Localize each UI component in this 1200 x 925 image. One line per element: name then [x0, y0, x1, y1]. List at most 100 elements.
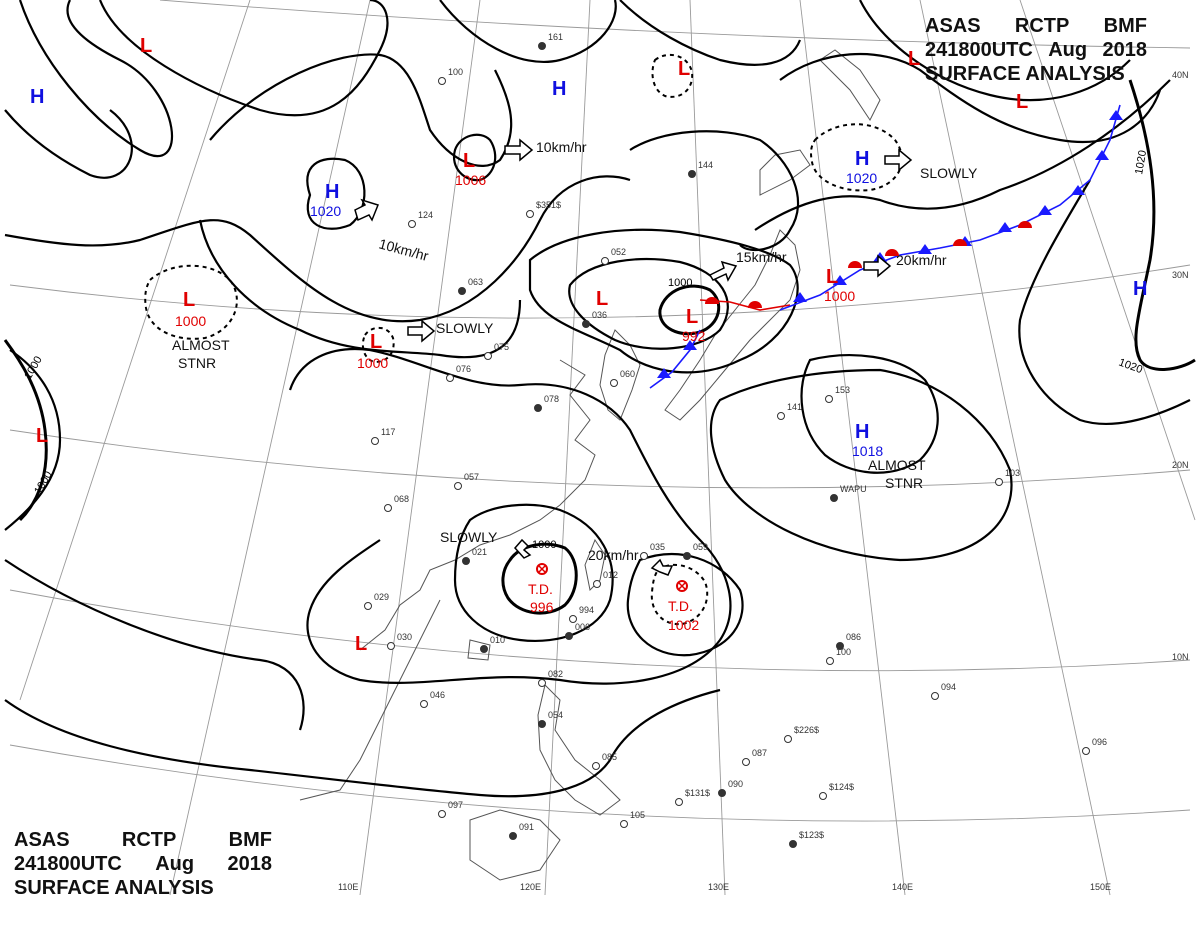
- movement-label: SLOWLY: [920, 165, 978, 181]
- header-agency-row: ASAS RCTP BMF: [14, 828, 272, 852]
- movement-arrow: [513, 538, 532, 559]
- isobar-9: [452, 133, 497, 182]
- low-center: L: [1016, 91, 1028, 113]
- high-center: H: [855, 148, 869, 170]
- lon-label: 140E: [892, 882, 913, 892]
- station-value: 030: [397, 632, 412, 642]
- station-circle: [569, 615, 577, 623]
- latitude-line-30n: [9, 264, 1191, 319]
- low-center: L: [183, 289, 195, 311]
- station-circle: [526, 210, 534, 218]
- isobar-label: 1000: [668, 277, 692, 289]
- station-circle: [601, 257, 609, 265]
- header-time-row: 241800UTC Aug 2018: [14, 852, 272, 876]
- high-center: H: [1133, 278, 1147, 300]
- station-circle: [610, 379, 618, 387]
- longitude-line-160e: [1019, 0, 1196, 521]
- warm-front-semicircle: [953, 239, 967, 246]
- isobar-7: [439, 0, 617, 63]
- station-value: 100: [836, 647, 851, 657]
- station-value: $131$: [685, 788, 710, 798]
- isobar-labels: 1000 1000 1020 1020 1000 1000: [22, 149, 1149, 551]
- station-value: 103: [1005, 468, 1020, 478]
- coast-indochina: [299, 599, 441, 801]
- warm-front-semicircle: [1018, 221, 1032, 228]
- agency-code: ASAS: [14, 829, 70, 851]
- station-circle: [446, 374, 454, 382]
- stationary-notes: ALMOST STNR ALMOST STNR: [172, 337, 926, 491]
- latitude-line-10n: [9, 589, 1191, 672]
- movement-arrow: [407, 319, 436, 343]
- station-circle: [592, 762, 600, 770]
- isobar-15: [629, 130, 800, 252]
- movement-label: 20km/hr: [896, 252, 947, 268]
- station-value: 144: [698, 160, 713, 170]
- stationary-note-line1: ALMOST: [172, 337, 230, 353]
- lon-label: 130E: [708, 882, 729, 892]
- station-value: 141: [787, 402, 802, 412]
- low-center-value: 992: [682, 328, 706, 344]
- station-circle: [819, 792, 827, 800]
- station-value: 068: [394, 494, 409, 504]
- station-value: 117: [381, 427, 395, 437]
- station-circle: [371, 437, 379, 445]
- station-circle: [454, 482, 462, 490]
- isobar-27: [626, 553, 744, 657]
- agency-code: ASAS: [925, 15, 981, 37]
- product-title: SURFACE ANALYSIS: [14, 877, 214, 899]
- product-title: SURFACE ANALYSIS: [925, 63, 1125, 85]
- station-plots: 161 100 124 063 075 076 078 057 068 021 029 030 010 0…: [364, 32, 1107, 848]
- latitude-line-0: [9, 744, 1191, 822]
- td-label: T.D.: [528, 581, 553, 597]
- coast-china: [359, 359, 596, 651]
- td-marker: [676, 580, 688, 592]
- isobar-22: [709, 368, 1013, 562]
- station-circle: [789, 840, 797, 848]
- isobar-14: [619, 0, 802, 66]
- station-value: 100: [448, 67, 463, 77]
- lat-label: 40N: [1172, 70, 1189, 80]
- isobar-26: [4, 559, 305, 731]
- station-value: 091: [519, 822, 534, 832]
- isobar-17: [779, 52, 1162, 143]
- low-center: L: [355, 633, 367, 655]
- station-value: 046: [430, 690, 445, 700]
- station-value: 096: [1092, 737, 1107, 747]
- station-value: 082: [548, 669, 563, 679]
- station-circle: [688, 170, 696, 178]
- header-top-right: ASAS RCTP BMF 241800UTC Aug 2018 SURFACE…: [925, 14, 1147, 86]
- coast-borneo: [469, 809, 561, 881]
- lat-label: 20N: [1172, 460, 1189, 470]
- warm-front-semicircle: [848, 261, 862, 268]
- station-circle: [582, 320, 590, 328]
- analysis-year: 2018: [1102, 39, 1147, 61]
- station-circle: [683, 552, 691, 560]
- movement-label: 15km/hr: [736, 249, 787, 265]
- station-value: 075: [494, 342, 509, 352]
- isobar-24: [288, 348, 732, 685]
- movement-arrow: [884, 148, 913, 172]
- station-value: 105: [630, 810, 645, 820]
- longitude-line-100e: [169, 0, 371, 896]
- station-circle: [534, 404, 542, 412]
- station-value: 085: [602, 752, 617, 762]
- coast-philippines: [537, 684, 621, 816]
- station-circle: [480, 645, 488, 653]
- station-value: 161: [548, 32, 563, 42]
- product-code: BMF: [228, 829, 272, 851]
- isobar-16: [754, 79, 1171, 231]
- station-circle: [825, 395, 833, 403]
- station-code: RCTP: [121, 829, 177, 851]
- station-circle: [784, 735, 792, 743]
- longitude-line-120e: [544, 0, 591, 896]
- station-circle: [484, 352, 492, 360]
- low-center: L: [370, 331, 382, 353]
- isobar-13: [658, 284, 721, 336]
- station-value: WAPU: [840, 484, 867, 494]
- product-code: BMF: [1103, 15, 1147, 37]
- movement-arrow: [354, 198, 379, 222]
- header-bottom-left: ASAS RCTP BMF 241800UTC Aug 2018 SURFACE…: [14, 828, 272, 900]
- station-value: 090: [728, 779, 743, 789]
- header-agency-row: ASAS RCTP BMF: [925, 14, 1147, 38]
